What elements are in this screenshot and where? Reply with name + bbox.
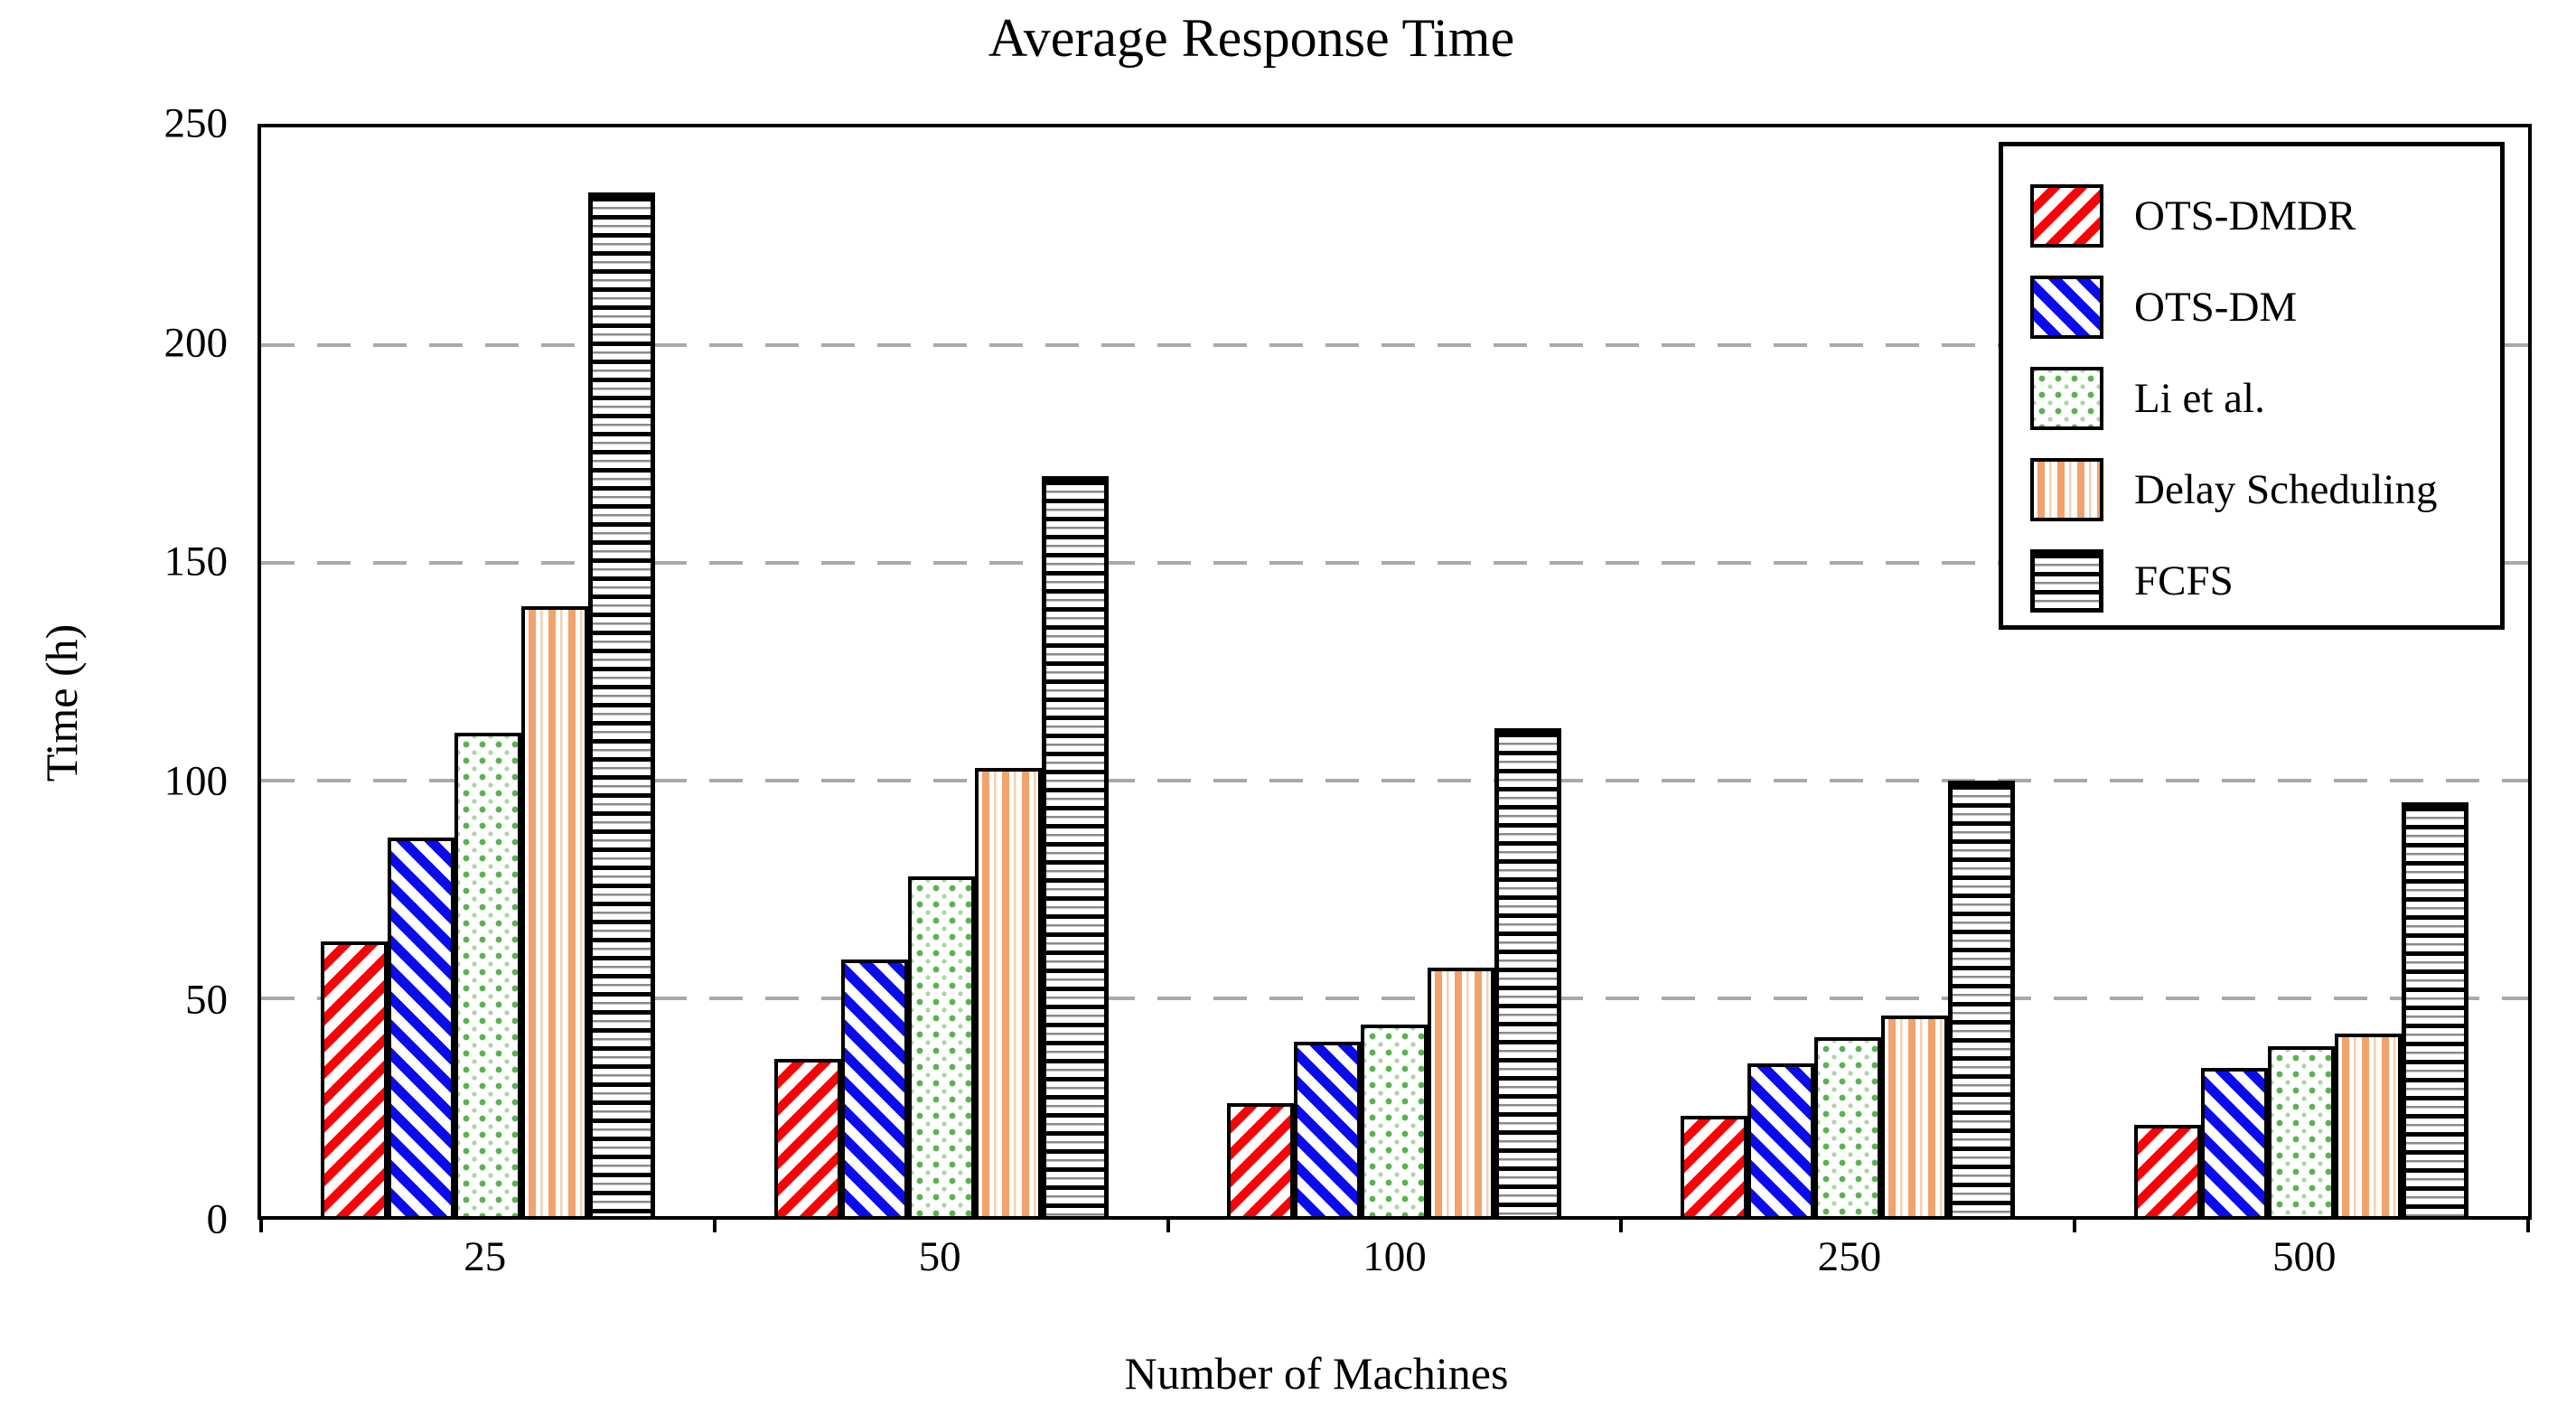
y-tick-label-0: 0 [206, 1195, 229, 1243]
legend-entry-fcfs: FCFS [2030, 549, 2491, 613]
bar-group-500 [2075, 127, 2528, 1216]
y-tick-label-50: 50 [185, 976, 228, 1024]
bar-delay-scheduling-100 [1428, 968, 1495, 1216]
x-tick-label-500: 500 [2272, 1233, 2337, 1280]
bar-group-250 [1621, 127, 2075, 1216]
y-tick-label-200: 200 [164, 319, 229, 367]
legend-label-ots-dm: OTS-DM [2134, 284, 2298, 331]
bar-li-et-al-50 [907, 876, 975, 1216]
bar-ots-dmdr-100 [1227, 1102, 1295, 1216]
bar-fcfs-50 [1041, 475, 1109, 1216]
gridline-150 [261, 561, 2528, 565]
legend-entry-ots-dmdr: OTS-DMDR [2030, 184, 2491, 248]
bar-delay-scheduling-50 [974, 767, 1042, 1216]
legend-swatch-ots-dmdr [2030, 184, 2103, 248]
gridline-200 [261, 343, 2528, 347]
legend-label-li-et-al: Li et al. [2134, 375, 2265, 422]
bar-fcfs-250 [1948, 781, 2016, 1216]
legend-swatch-ots-dm [2030, 276, 2103, 339]
bar-ots-dmdr-500 [2134, 1124, 2202, 1216]
x-axis-title: Number of Machines [1124, 1348, 1509, 1399]
bar-fcfs-100 [1494, 728, 1562, 1216]
bar-ots-dm-100 [1294, 1042, 1362, 1216]
y-tick-label-100: 100 [164, 757, 229, 805]
bar-delay-scheduling-250 [1881, 1016, 1949, 1216]
legend-entry-delay-scheduling: Delay Scheduling [2030, 458, 2491, 521]
bar-fcfs-500 [2402, 802, 2469, 1216]
x-axis-tick-0 [259, 1216, 263, 1232]
chart-title: Average Response Time [988, 8, 1515, 68]
legend-entry-ots-dm: OTS-DM [2030, 276, 2491, 339]
bar-ots-dmdr-50 [773, 1059, 841, 1216]
x-axis-tick-labels: 25 50 100 250 500 [258, 1232, 2532, 1287]
legend-entry-li-et-al: Li et al. [2030, 367, 2491, 430]
bar-ots-dmdr-25 [320, 941, 388, 1216]
bar-group-50 [715, 127, 1168, 1216]
bar-ots-dm-500 [2201, 1068, 2269, 1216]
legend-swatch-delay-scheduling [2030, 458, 2103, 521]
x-axis-tick-5 [2526, 1216, 2530, 1232]
bar-fcfs-25 [587, 192, 655, 1216]
bar-delay-scheduling-500 [2335, 1033, 2403, 1216]
bar-group-25 [261, 127, 715, 1216]
legend-label-fcfs: FCFS [2134, 557, 2234, 604]
legend-swatch-fcfs [2030, 549, 2103, 613]
bar-delay-scheduling-25 [520, 606, 588, 1216]
bar-group-100 [1168, 127, 1622, 1216]
x-tick-label-250: 250 [1817, 1233, 1882, 1280]
x-tick-label-100: 100 [1363, 1233, 1427, 1280]
bar-li-et-al-500 [2268, 1046, 2336, 1216]
x-axis-tick-2 [1166, 1216, 1170, 1232]
x-tick-label-50: 50 [918, 1233, 961, 1280]
bar-ots-dm-25 [387, 837, 454, 1216]
gridline-100 [261, 779, 2528, 782]
legend: OTS-DMDR OTS-DM Li et al. Delay Scheduling F… [1999, 142, 2505, 630]
legend-label-delay-scheduling: Delay Scheduling [2134, 466, 2438, 513]
bar-ots-dmdr-250 [1681, 1116, 1748, 1216]
bar-li-et-al-250 [1814, 1037, 1882, 1216]
x-axis-tick-1 [712, 1216, 717, 1232]
bar-ots-dm-250 [1747, 1063, 1815, 1216]
gridline-50 [261, 997, 2528, 1000]
bar-li-et-al-25 [454, 732, 521, 1216]
bar-ots-dm-50 [840, 959, 908, 1216]
y-tick-label-250: 250 [164, 99, 229, 147]
x-axis-tick-4 [2073, 1216, 2077, 1232]
x-axis-tick-3 [1619, 1216, 1624, 1232]
x-tick-label-25: 25 [464, 1233, 507, 1280]
y-tick-label-150: 150 [164, 538, 229, 585]
legend-label-ots-dmdr: OTS-DMDR [2134, 192, 2356, 239]
bars-layer [261, 127, 2528, 1216]
y-axis-tick-labels: 250 200 150 100 50 0 [0, 102, 229, 1240]
bar-li-et-al-100 [1361, 1024, 1429, 1216]
legend-swatch-li-et-al [2030, 367, 2103, 430]
